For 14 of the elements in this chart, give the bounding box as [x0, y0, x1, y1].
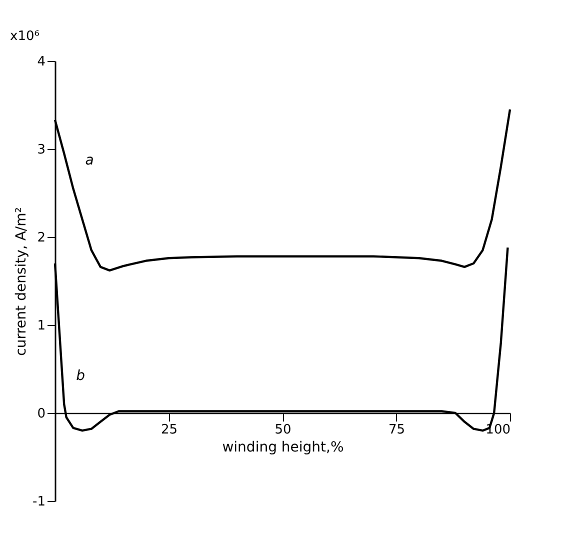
series-label: b [76, 368, 86, 384]
y-tick-label: 0 [37, 406, 46, 422]
y-axis-title: current density, A/m² [14, 207, 30, 356]
x-tick-label: 50 [274, 422, 292, 438]
y-tick-label: 3 [37, 142, 46, 158]
text: x10⁶ [10, 29, 40, 44]
x-tick-label: 25 [160, 422, 178, 438]
y-tick-label: -1 [32, 494, 46, 510]
x-tick-label: 75 [388, 422, 406, 438]
y-tick-label: 1 [37, 318, 46, 334]
series-label: a [85, 152, 94, 169]
y-tick-label: 4 [37, 54, 46, 70]
x-axis-title: winding height,% [222, 440, 344, 456]
y-tick-label: 2 [37, 230, 46, 246]
